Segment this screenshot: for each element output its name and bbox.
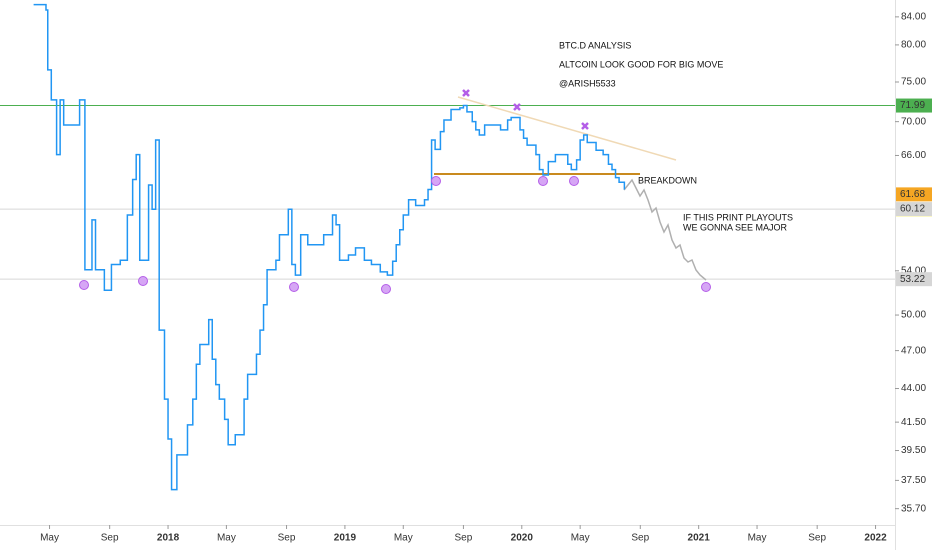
x-tick-label: May — [571, 533, 590, 544]
y-tick-label: 54.00 — [901, 265, 926, 276]
x-tick-label: May — [748, 533, 767, 544]
x-tick-label: Sep — [631, 533, 649, 544]
x-tick-label: 2020 — [511, 533, 534, 544]
check-marker — [538, 176, 548, 186]
annotation: BTC.D ANALYSIS — [559, 40, 631, 50]
annotation: BREAKDOWN — [638, 175, 697, 185]
x-marker — [513, 103, 521, 111]
price-label: 60.12 — [900, 204, 925, 215]
up-marker — [289, 282, 299, 292]
x-tick-label: May — [394, 533, 413, 544]
check-marker — [431, 176, 441, 186]
y-tick-label: 84.00 — [901, 11, 926, 22]
y-tick-label: 70.00 — [901, 116, 926, 127]
y-tick-label: 41.50 — [901, 417, 926, 428]
price-label-bg — [896, 187, 932, 202]
y-tick-label: 35.70 — [901, 503, 926, 514]
x-tick-label: 2018 — [157, 533, 180, 544]
y-tick-label: 47.00 — [901, 345, 926, 356]
x-tick-label: 2019 — [334, 533, 357, 544]
top-markers — [462, 89, 589, 130]
x-tick-label: May — [217, 533, 236, 544]
price-label: 53.22 — [900, 274, 925, 285]
price-label-bg — [896, 202, 932, 217]
x-tick-label: Sep — [455, 533, 473, 544]
trend-line — [457, 96, 677, 161]
y-tick-label: 80.00 — [901, 40, 926, 51]
up-marker — [79, 280, 89, 290]
x-marker — [462, 89, 470, 97]
y-tick-label: 66.00 — [901, 150, 926, 161]
x-marker — [581, 122, 589, 130]
x-tick-label: May — [40, 533, 59, 544]
annotation: IF THIS PRINT PLAYOUTS — [683, 212, 793, 222]
price-label-bg — [896, 272, 932, 287]
up-marker — [138, 276, 148, 286]
up-marker — [381, 284, 391, 294]
check-marker — [569, 176, 579, 186]
y-tick-label: 50.00 — [901, 310, 926, 321]
y-tick-label: 44.00 — [901, 383, 926, 394]
x-tick-label: Sep — [808, 533, 826, 544]
annotation: @ARISH5533 — [559, 78, 616, 88]
y-tick-label: 39.50 — [901, 445, 926, 456]
price-label: 61.68 — [900, 189, 925, 200]
price-label-bg — [896, 98, 932, 113]
price-line — [33, 3, 626, 491]
annotation: ALTCOIN LOOK GOOD FOR BIG MOVE — [559, 59, 723, 69]
bottom-markers — [79, 176, 711, 294]
x-tick-label: Sep — [278, 533, 296, 544]
up-marker — [701, 282, 711, 292]
projection-path — [623, 178, 707, 281]
y-tick-label: 75.00 — [901, 77, 926, 88]
y-tick-label: 37.50 — [901, 475, 926, 486]
price-label: 71.99 — [900, 100, 925, 111]
x-tick-label: 2021 — [688, 533, 711, 544]
x-tick-label: 2022 — [864, 533, 887, 544]
annotation: WE GONNA SEE MAJOR — [683, 222, 788, 232]
x-tick-label: Sep — [101, 533, 119, 544]
